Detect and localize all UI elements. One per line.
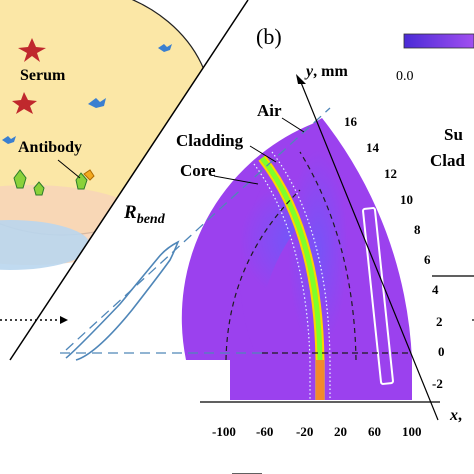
x-tick-label: 20 [334, 424, 347, 439]
x-axis: -100 -60 -20 20 60 100 x, [200, 401, 462, 439]
core-pointer [213, 175, 259, 185]
air-pointer [281, 117, 305, 133]
guide-line-diagonal [65, 107, 331, 351]
dashed-inner-arc [225, 189, 301, 361]
y-tick-label: 2 [436, 314, 443, 329]
substrate-label-line-1: Su [444, 125, 463, 144]
sensing-window [362, 207, 394, 385]
arrow-head-icon [60, 316, 68, 324]
y-tick-label: 6 [424, 252, 431, 267]
x-tick-label: -20 [296, 424, 313, 439]
y-tick-label: 4 [432, 282, 439, 297]
y-tick-label: 10 [400, 192, 413, 207]
air-label: Air [257, 101, 282, 120]
r-bend-brace [65, 240, 180, 361]
core-bottom [316, 360, 324, 400]
antibody-icon [13, 169, 95, 196]
core-dotted-right [271, 151, 331, 400]
x-axis-label: x, [449, 407, 462, 424]
serum-label: Serum [20, 67, 66, 84]
x-tick-label: -100 [212, 424, 236, 439]
y-tick-label: -2 [432, 376, 443, 391]
y-axis: y, mm 16 14 12 10 8 6 4 2 0 -2 [296, 63, 445, 421]
antibody-label: Antibody [18, 139, 82, 156]
colorbar [403, 33, 474, 49]
antigen-icon [12, 38, 46, 114]
panel-label: (b) [256, 24, 282, 49]
cladding-label: Cladding [176, 131, 244, 150]
y-tick-label: 14 [366, 140, 380, 155]
r-bend-label: Rbend [123, 202, 166, 227]
panel-divider-line [9, 0, 249, 361]
core-field [260, 156, 323, 400]
y-tick-label: 8 [414, 222, 421, 237]
y-axis-label: y, mm [304, 63, 348, 80]
antibody-pointer-line [57, 159, 81, 179]
y-axis-arrow-icon [296, 74, 306, 84]
x-tick-label: 60 [368, 424, 381, 439]
y-axis-line [299, 79, 439, 421]
field-glow [288, 150, 348, 350]
dashed-outer-arc [299, 151, 357, 361]
substrate-label-line-2: Clad [430, 151, 466, 170]
y-tick-label: 16 [344, 114, 358, 129]
core-dotted-left [253, 163, 311, 400]
y-tick-label: 12 [384, 166, 397, 181]
x-tick-label: 100 [402, 424, 422, 439]
cladding-pointer [249, 145, 277, 163]
y-tick-label: 0 [438, 344, 445, 359]
dotted-pointer [111, 227, 151, 237]
colorbar-min-label: 0.0 [396, 69, 414, 84]
core-label: Core [180, 161, 216, 180]
bent-waveguide [181, 118, 412, 400]
sensor-core-layer [0, 220, 90, 270]
x-tick-label: -60 [256, 424, 273, 439]
